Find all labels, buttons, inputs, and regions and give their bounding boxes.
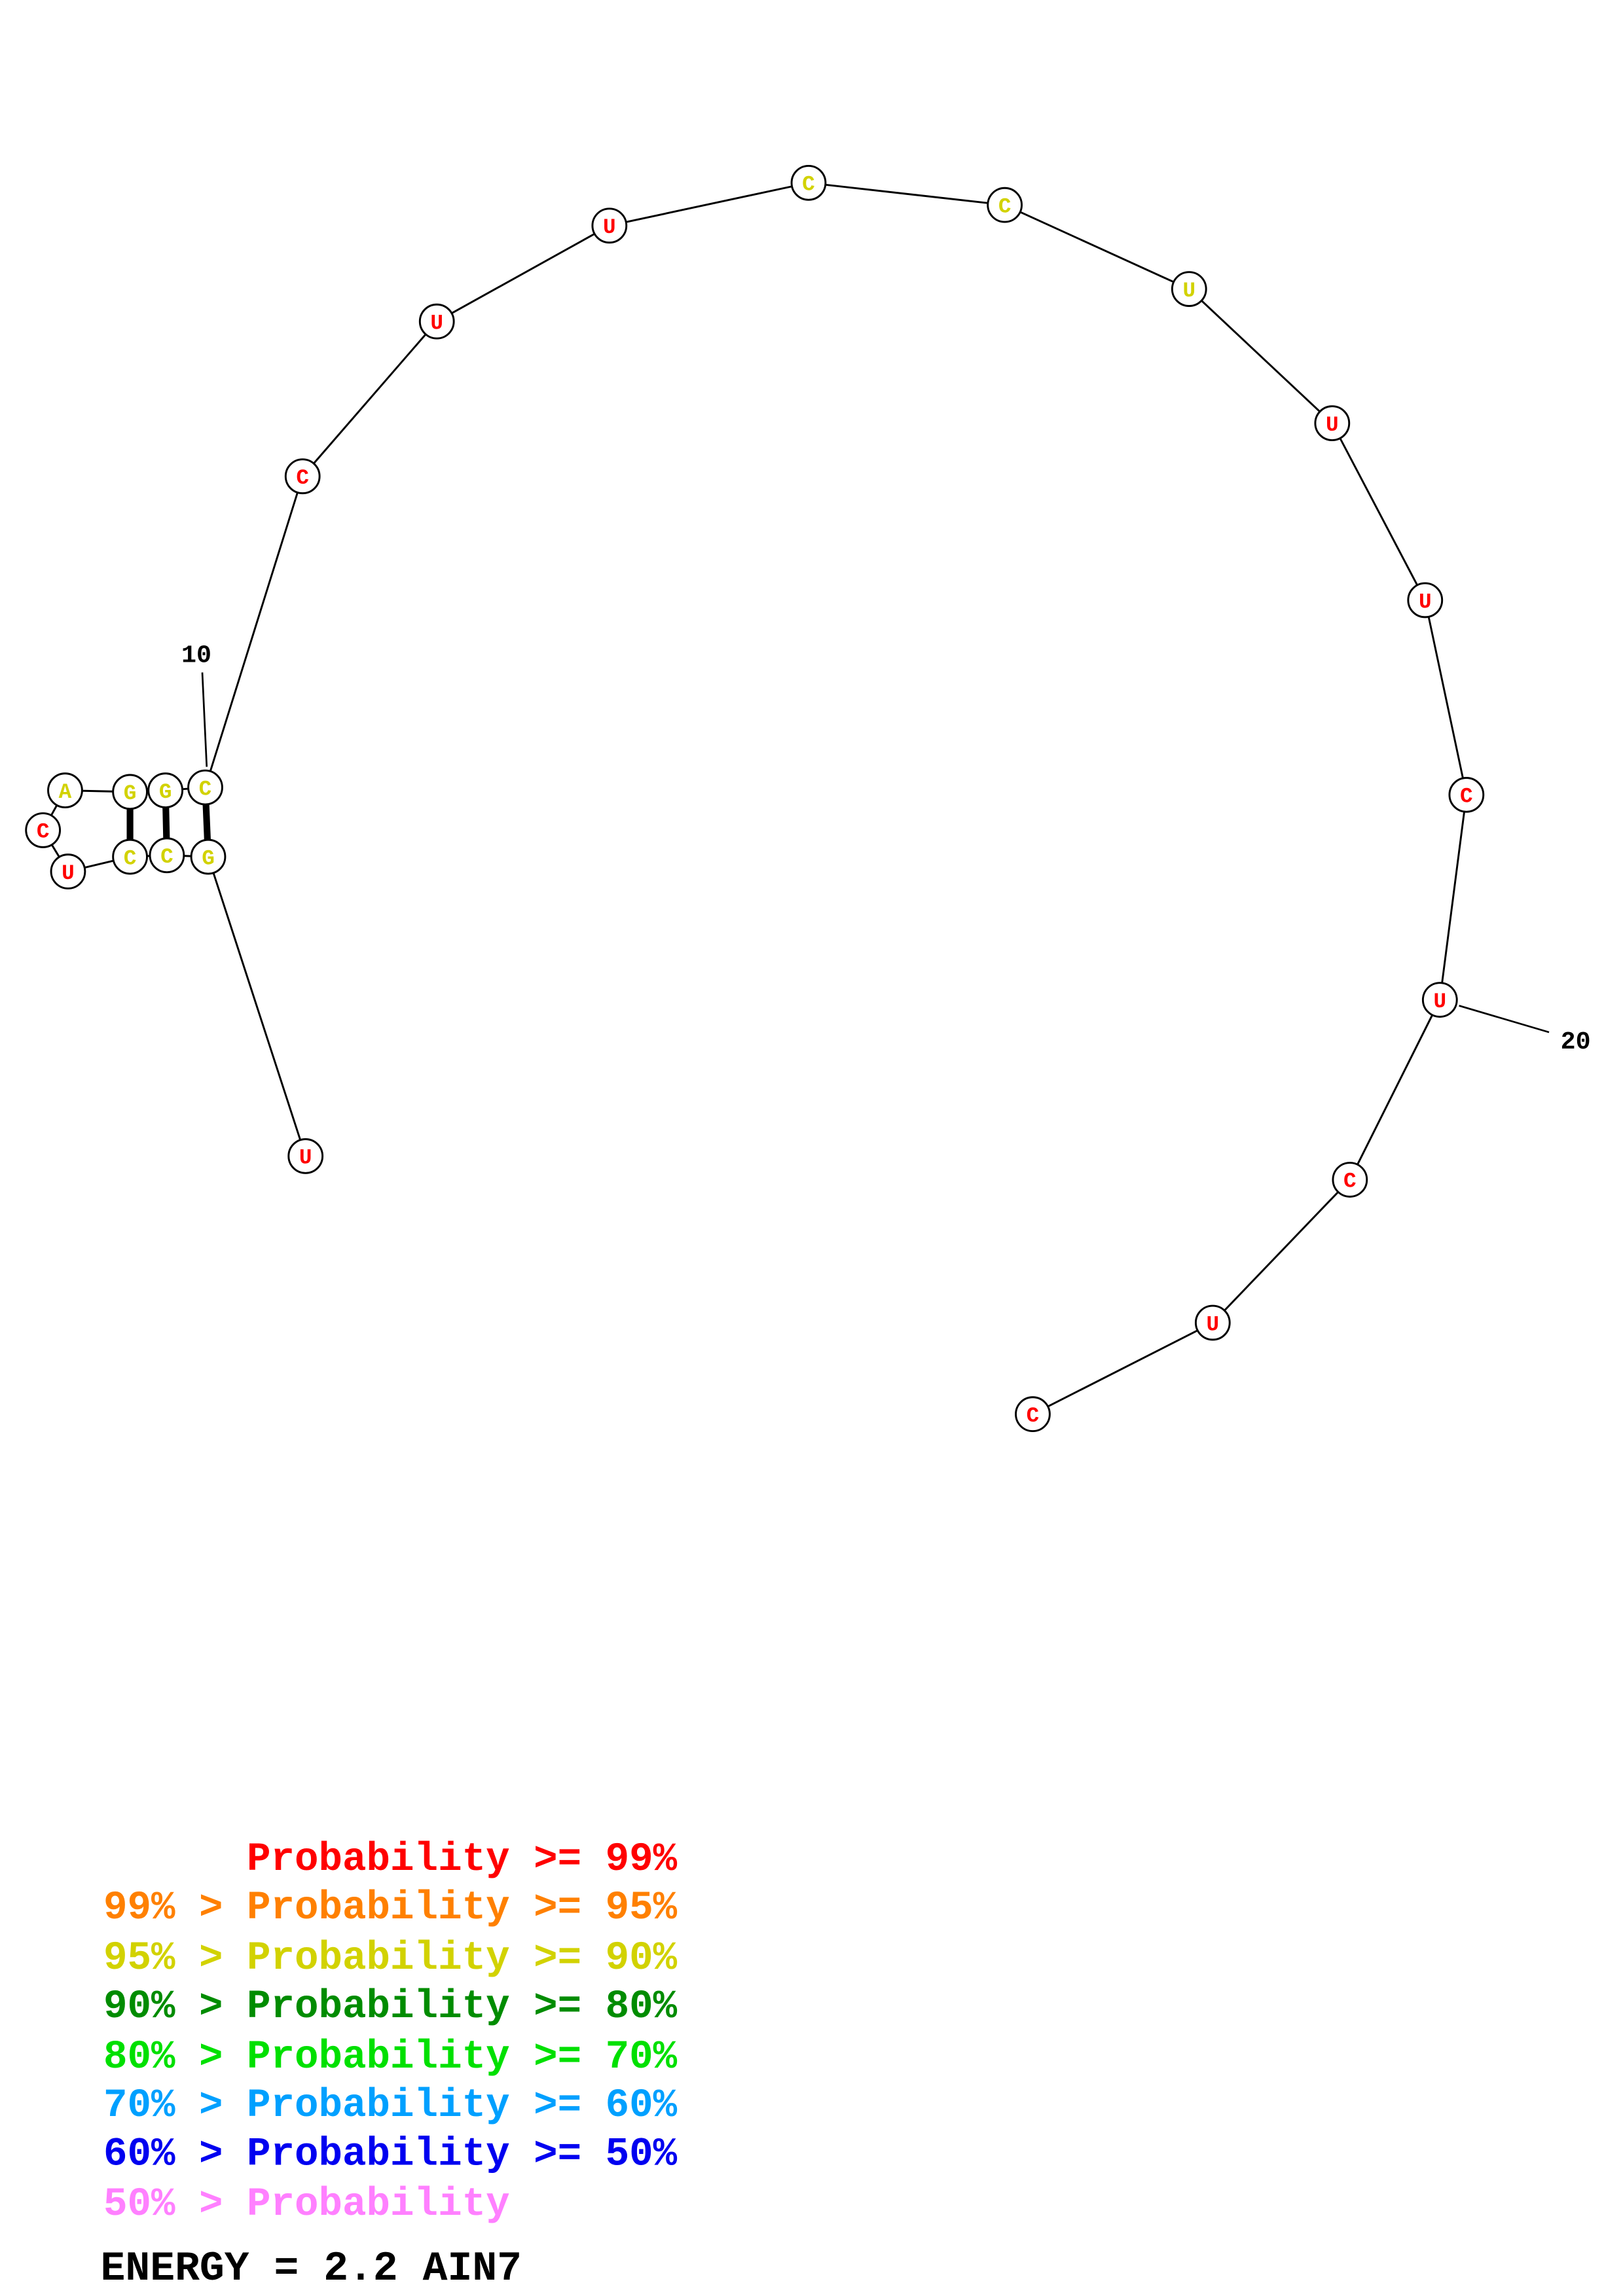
index-pointer-line xyxy=(201,672,208,767)
nucleotide-base-4: C xyxy=(124,846,137,870)
nucleotide-base-16: U xyxy=(1182,279,1195,303)
nucleotide-circle xyxy=(591,207,628,244)
legend-line: 99% > Probability >= 95% xyxy=(103,1886,678,1931)
nucleotide-circle xyxy=(418,303,455,340)
nucleotide-circle xyxy=(112,838,148,875)
nucleotide-base-1: U xyxy=(299,1146,312,1170)
index-pointer-lines xyxy=(201,672,1550,1033)
backbone-segment xyxy=(1438,795,1468,1000)
backbone-segment xyxy=(1212,1179,1351,1324)
nucleotide-circle xyxy=(1194,1304,1231,1341)
nucleotide-base-19: C xyxy=(1460,785,1473,809)
nucleotide-base-3: C xyxy=(160,845,173,869)
nucleotide-circle xyxy=(1015,1396,1051,1433)
backbone-segment xyxy=(204,476,304,788)
nucleotide-circle xyxy=(1407,582,1444,619)
nucleotide-base-17: U xyxy=(1326,413,1339,437)
nucleotide-circle xyxy=(1332,1162,1368,1198)
nucleotide-base-11: C xyxy=(296,466,309,490)
nucleotide-base-20: U xyxy=(1433,990,1446,1014)
nucleotide-circle xyxy=(47,772,83,809)
backbone-segment xyxy=(609,181,809,227)
index-label-20: 20 xyxy=(1561,1028,1591,1056)
nucleotide-base-18: U xyxy=(1419,590,1432,614)
nucleotide-circle xyxy=(790,165,827,201)
nucleotide-base-12: U xyxy=(430,311,443,335)
backbone-segment xyxy=(436,224,610,323)
backbone-lines xyxy=(42,181,1468,1415)
nucleotide-base-23: C xyxy=(1027,1404,1040,1428)
nucleotide-base-8: G xyxy=(124,781,137,806)
legend-line: Probability >= 99% xyxy=(103,1837,678,1882)
index-label-10: 10 xyxy=(181,641,211,670)
index-labels: 10 20 xyxy=(181,641,1591,1056)
backbone-segment xyxy=(1424,600,1468,795)
backbone-segment xyxy=(1004,204,1190,290)
legend-line: 60% > Probability >= 50% xyxy=(103,2132,678,2177)
nucleotide-circle xyxy=(287,1138,324,1174)
nucleotide-circle xyxy=(112,774,148,810)
nucleotide-base-14: C xyxy=(802,173,815,197)
backbone-segment xyxy=(1349,999,1441,1181)
nucleotide-base-6: C xyxy=(37,820,50,844)
nucleotide-circle xyxy=(284,458,321,495)
nucleotide-circle xyxy=(1314,405,1351,442)
legend-line: 50% > Probability xyxy=(103,2182,510,2227)
legend-line: 80% > Probability >= 70% xyxy=(103,2035,678,2080)
nucleotide-base-2: G xyxy=(202,846,215,870)
energy-annotation: ENERGY = 2.2 AIN7 xyxy=(101,2245,522,2292)
nucleotide-base-5: U xyxy=(62,861,75,886)
nucleotide-circle xyxy=(147,772,184,809)
backbone-segment xyxy=(207,856,307,1157)
nucleotide-base-9: G xyxy=(159,780,172,804)
nucleotide-base-21: C xyxy=(1343,1170,1357,1194)
nucleotide-circle xyxy=(1421,982,1458,1018)
index-pointer-line xyxy=(1459,1005,1550,1033)
nucleotide-base-22: U xyxy=(1207,1312,1220,1336)
backbone-segment xyxy=(1032,1321,1213,1415)
nucleotide-circle xyxy=(149,837,185,874)
legend-line: 70% > Probability >= 60% xyxy=(103,2083,678,2128)
nucleotide-circle xyxy=(50,853,86,889)
nucleotide-base-7: A xyxy=(59,780,72,804)
nucleotide-base-10: C xyxy=(199,777,212,801)
nucleotide-circle xyxy=(1448,777,1485,813)
legend-line: 90% > Probability >= 80% xyxy=(103,1984,678,2030)
nucleotide-circle xyxy=(187,769,223,806)
nucleotide-circle xyxy=(1171,271,1207,307)
nucleotide-base-15: C xyxy=(998,194,1012,219)
backbone-segment xyxy=(302,321,438,477)
backbone-segment xyxy=(1188,288,1333,424)
nucleotide-circle xyxy=(987,187,1023,223)
backbone-segment xyxy=(1331,422,1427,601)
nucleotide-circle xyxy=(190,838,227,875)
probability-legend: Probability >= 99%99% > Probability >= 9… xyxy=(103,1837,678,2227)
nucleotide-circle xyxy=(25,812,62,848)
backbone-segment xyxy=(808,181,1005,206)
legend-line: 95% > Probability >= 90% xyxy=(103,1936,678,1981)
nucleotide-base-13: U xyxy=(603,215,616,240)
